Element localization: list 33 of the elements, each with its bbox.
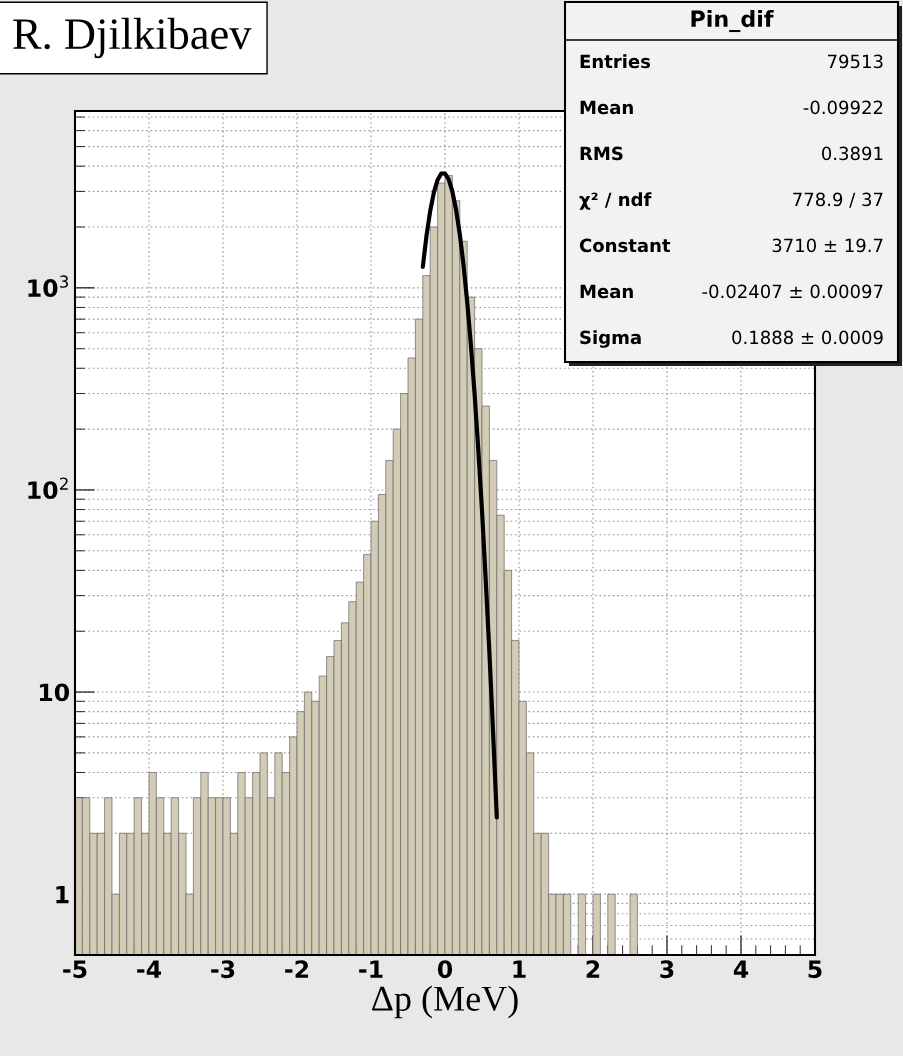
- annotation: Mean: [580, 100, 633, 115]
- x-tick-label: -4: [137, 960, 162, 978]
- y-tick-label: 10$^{2}$: [28, 477, 68, 500]
- y-tick-label: 10$^{3}$: [28, 275, 69, 297]
- text: 0.3891: [822, 146, 883, 161]
- x-tick-label: -3: [211, 960, 235, 979]
- x-axis-title: Δp (MeV): [372, 985, 518, 1019]
- x-tick-label: 4: [733, 960, 749, 978]
- text: R. Djilkibaev: [13, 17, 252, 59]
- line-series: [420, 171, 499, 820]
- annotation: -0.09922: [803, 100, 883, 115]
- annotation: Constant: [579, 238, 671, 253]
- annotation: 3710 ± 19.7: [772, 238, 883, 253]
- x-tick-label: -5: [63, 960, 87, 979]
- x-tick-label: 0: [437, 960, 453, 979]
- annotation: Mean: [580, 284, 633, 299]
- annotation: 0.1888 ± 0.0009: [732, 330, 883, 345]
- x-tick-label: 5: [808, 960, 822, 979]
- x-tick-label: 3: [660, 960, 674, 979]
- text: Pin_dif: [691, 9, 774, 33]
- x-tick-label: -2: [285, 960, 309, 978]
- annotation: RMS: [580, 146, 623, 161]
- annotation: Sigma: [580, 330, 641, 348]
- annotation: -0.02407 ± 0.00097: [702, 284, 883, 299]
- y-tick-label: 10: [39, 683, 70, 702]
- text: 79513: [828, 54, 883, 69]
- annotation: χ² / ndf: [579, 192, 652, 210]
- x-tick-label: 1: [513, 960, 526, 978]
- x-tick-label: -1: [359, 960, 383, 978]
- y-tick-label: 1: [56, 885, 69, 904]
- x-tick-label: 2: [586, 960, 600, 978]
- annotation: 778.9 / 37: [793, 192, 883, 208]
- text: Entries: [580, 54, 651, 69]
